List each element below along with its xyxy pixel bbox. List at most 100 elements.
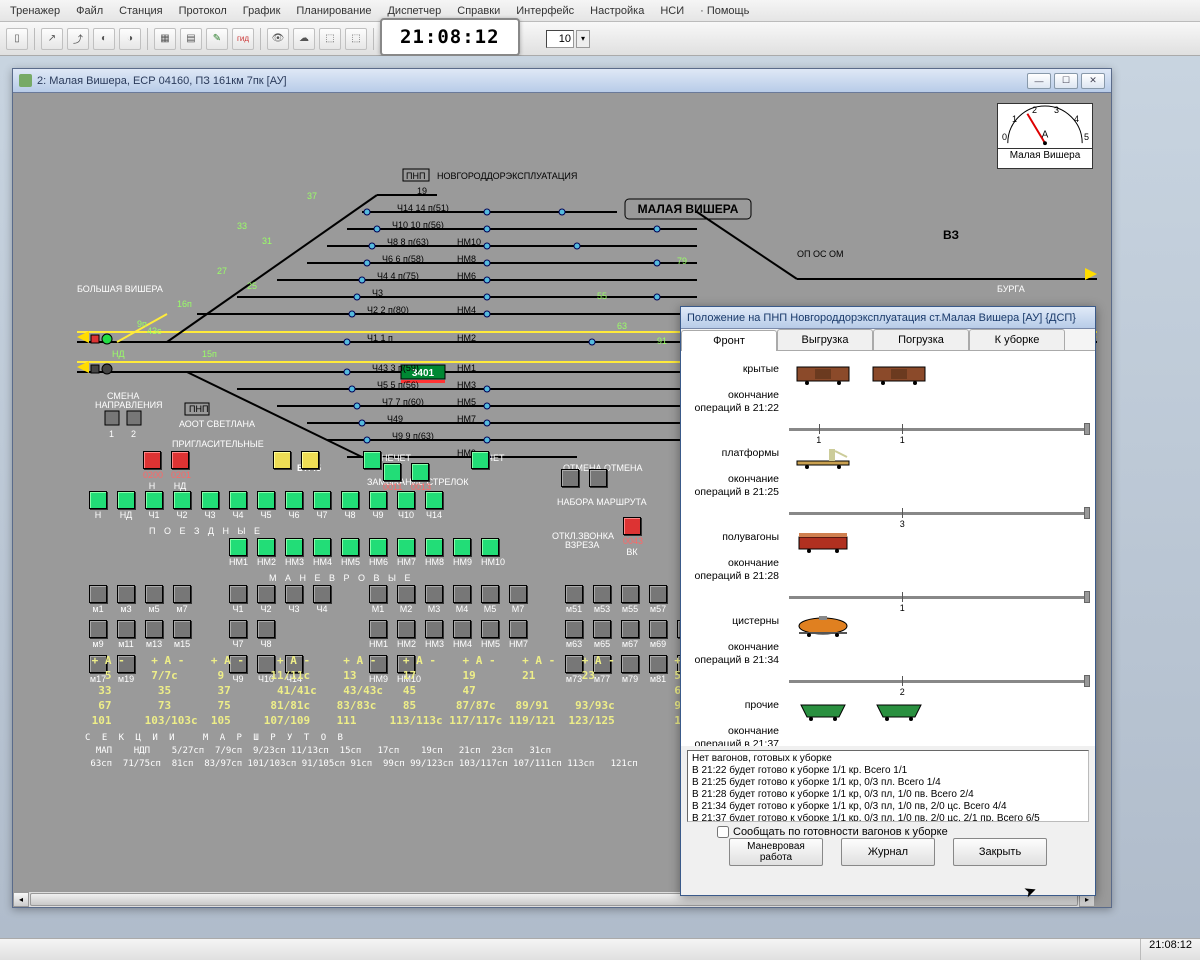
sig-НМ1[interactable] — [229, 538, 247, 556]
sig-НМ3[interactable] — [425, 620, 443, 638]
sig-м57[interactable] — [649, 585, 667, 603]
spin-down[interactable]: ▾ — [576, 30, 590, 48]
menu-нси[interactable]: НСИ — [654, 3, 690, 19]
tab-2[interactable]: Погрузка — [873, 329, 969, 350]
sig-Ч9[interactable] — [369, 491, 387, 509]
tab-1[interactable]: Выгрузка — [777, 329, 873, 350]
sig-otm2[interactable] — [589, 469, 607, 487]
sig-М5[interactable] — [481, 585, 499, 603]
sig-НМ4[interactable] — [313, 538, 331, 556]
sig-НМ5[interactable] — [341, 538, 359, 556]
sig-Ч4[interactable] — [313, 585, 331, 603]
close-button[interactable]: ✕ — [1081, 73, 1105, 89]
btn-close[interactable]: Закрыть — [953, 838, 1047, 866]
tool-btn-12[interactable]: ⬚ — [345, 28, 367, 50]
spin-control[interactable]: ▾ — [546, 30, 590, 48]
sig-НМ4[interactable] — [453, 620, 471, 638]
sig-НМ8[interactable] — [425, 538, 443, 556]
menu-настройка[interactable]: Настройка — [584, 3, 650, 19]
sig-b7[interactable] — [273, 451, 291, 469]
sig-НМ1[interactable] — [369, 620, 387, 638]
sig-НМ6[interactable] — [369, 538, 387, 556]
tool-btn-3[interactable]: ⤴ — [67, 28, 89, 50]
sig-НМ7[interactable] — [509, 620, 527, 638]
tool-btn-11[interactable]: ⬚ — [319, 28, 341, 50]
sig-м53[interactable] — [593, 585, 611, 603]
spin-input[interactable] — [546, 30, 574, 48]
sig-НМ3[interactable] — [285, 538, 303, 556]
sig-Ч8[interactable] — [341, 491, 359, 509]
notify-check[interactable] — [717, 826, 729, 838]
tool-btn-4[interactable]: ◐ — [93, 28, 115, 50]
window-titlebar[interactable]: 2: Малая Вишера, ЕСР 04160, ПЗ 161км 7пк… — [13, 69, 1111, 93]
tab-0[interactable]: Фронт — [681, 330, 777, 351]
sig-Ч7[interactable] — [313, 491, 331, 509]
sig-м7[interactable] — [173, 585, 191, 603]
sig-Ч1[interactable] — [145, 491, 163, 509]
sig-otm1[interactable] — [561, 469, 579, 487]
sig-Ч14[interactable] — [425, 491, 443, 509]
tab-3[interactable]: К уборке — [969, 329, 1065, 350]
wagon-slider[interactable]: 2 — [789, 673, 1087, 691]
sig-НД[interactable] — [117, 491, 135, 509]
tool-btn-6[interactable]: ▦ — [154, 28, 176, 50]
sig-Ч1[interactable] — [229, 585, 247, 603]
sig-Ч2[interactable] — [257, 585, 275, 603]
menu-тренажер[interactable]: Тренажер — [4, 3, 66, 19]
tool-btn-5[interactable]: ◑ — [119, 28, 141, 50]
min-button[interactable]: — — [1027, 73, 1051, 89]
sig-chet[interactable] — [471, 451, 489, 469]
sig-Ч3[interactable] — [201, 491, 219, 509]
sig-м15[interactable] — [173, 620, 191, 638]
sig-М3[interactable] — [425, 585, 443, 603]
sig-Ч6[interactable] — [285, 491, 303, 509]
sig-45[interactable] — [301, 451, 319, 469]
dialog-titlebar[interactable]: Положение на ПНП Новгороддорэксплуатация… — [681, 307, 1095, 329]
btn-manevr[interactable]: Маневровая работа — [729, 838, 823, 866]
sig-Ч5[interactable] — [257, 491, 275, 509]
sig-м3[interactable] — [117, 585, 135, 603]
sig-м55[interactable] — [621, 585, 639, 603]
menu-файл[interactable]: Файл — [70, 3, 109, 19]
sig-М2[interactable] — [397, 585, 415, 603]
sig-м9[interactable] — [89, 620, 107, 638]
sig-Ч8[interactable] — [257, 620, 275, 638]
sig-м13[interactable] — [145, 620, 163, 638]
sig-м1[interactable] — [89, 585, 107, 603]
sig-м65[interactable] — [593, 620, 611, 638]
sig-м51[interactable] — [565, 585, 583, 603]
sig-zam2[interactable] — [411, 463, 429, 481]
sig-Н[interactable] — [89, 491, 107, 509]
max-button[interactable]: ☐ — [1054, 73, 1078, 89]
notify-checkbox[interactable]: Сообщать по готовности вагонов к уборке — [717, 826, 1095, 838]
tool-btn-9[interactable]: 👁 — [267, 28, 289, 50]
menu-планирование[interactable]: Планирование — [290, 3, 377, 19]
sig-0200[interactable] — [143, 451, 161, 469]
tool-btn-8[interactable]: ✎ — [206, 28, 228, 50]
menu-диспетчер[interactable]: Диспетчер — [381, 3, 447, 19]
sig-НМ5[interactable] — [481, 620, 499, 638]
sig-м67[interactable] — [621, 620, 639, 638]
sig-Ч4[interactable] — [229, 491, 247, 509]
wagon-slider[interactable]: 3 — [789, 505, 1087, 523]
sig-Ч3[interactable] — [285, 585, 303, 603]
sig-Ч2[interactable] — [173, 491, 191, 509]
sig-Ч7[interactable] — [229, 620, 247, 638]
sig-м5[interactable] — [145, 585, 163, 603]
sig-НМ9[interactable] — [453, 538, 471, 556]
menu-станция[interactable]: Станция — [113, 3, 168, 19]
tool-btn-7[interactable]: ▤ — [180, 28, 202, 50]
menu-протокол[interactable]: Протокол — [173, 3, 233, 19]
sig-НМ10[interactable] — [481, 538, 499, 556]
sig-М1[interactable] — [369, 585, 387, 603]
sig-НМ2[interactable] — [257, 538, 275, 556]
tool-btn-2[interactable]: ↗ — [41, 28, 63, 50]
tool-btn-gid[interactable]: гид — [232, 28, 254, 50]
sig-НМ7[interactable] — [397, 538, 415, 556]
menu-справки[interactable]: Справки — [451, 3, 506, 19]
sig-м69[interactable] — [649, 620, 667, 638]
sig-м11[interactable] — [117, 620, 135, 638]
sig-0201[interactable] — [171, 451, 189, 469]
sig-м63[interactable] — [565, 620, 583, 638]
scroll-left[interactable]: ◂ — [13, 892, 29, 907]
